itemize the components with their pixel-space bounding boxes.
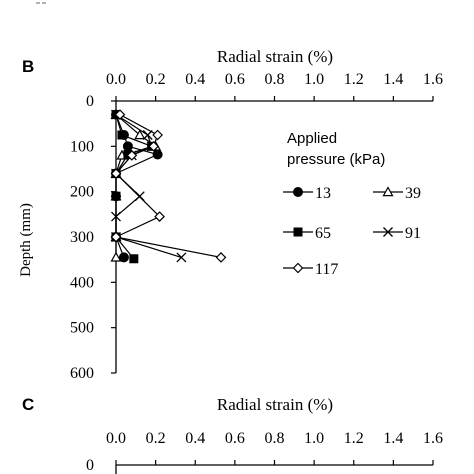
y-tick-label: 100 — [70, 138, 94, 155]
x-tick-label: 1.4 — [383, 430, 403, 447]
triangle-marker — [110, 251, 122, 262]
circle-marker — [293, 187, 303, 197]
diamond-marker — [148, 140, 159, 152]
circle-marker — [118, 252, 129, 263]
x-tick-label: 0.4 — [185, 430, 205, 447]
x-tick-label: 0.2 — [146, 430, 166, 447]
panel-c: C Radial strain (%) 0.0 0.2 0.4 0.6 0.8 1.0 1.… — [22, 395, 443, 474]
circle-marker — [122, 141, 133, 152]
diamond-marker — [152, 129, 163, 141]
legend-entry-91: 91 — [373, 225, 421, 242]
diamond-marker — [114, 109, 126, 120]
legend-label: 117 — [315, 261, 338, 278]
x-tick-label: 1.2 — [344, 430, 364, 447]
panel-b: B Radial strain (%) 0.0 0.2 0.4 0.6 0.8 1.0 1.… — [18, 47, 443, 382]
y-tick-label: 500 — [70, 320, 94, 337]
x-tick-label: 0.8 — [265, 430, 285, 447]
cross-marker — [383, 227, 393, 237]
square-marker — [117, 130, 127, 140]
x-axis-title-b: Radial strain (%) — [217, 47, 333, 66]
series-117 — [110, 109, 227, 263]
cross-marker — [111, 211, 121, 222]
y-tick-labels-b: 0 100 200 300 400 500 600 — [70, 93, 94, 382]
x-tick-label: 1.4 — [383, 71, 403, 88]
triangle-marker — [134, 129, 146, 140]
x-axis-title-c: Radial strain (%) — [217, 395, 333, 414]
diamond-marker — [215, 252, 227, 263]
axes-c — [115, 460, 434, 474]
x-tick-label: 0.6 — [225, 71, 245, 88]
x-tick-label: 0.4 — [185, 71, 205, 88]
x-tick-label: 0.0 — [106, 430, 126, 447]
x-tick-label: 0.6 — [225, 430, 245, 447]
cross-marker — [176, 252, 187, 263]
y-tick-labels-c: 0 — [86, 457, 94, 474]
legend-b: Applied pressure (kPa) 13 39 65 91 117 — [283, 130, 421, 278]
panel-label-b: B — [22, 57, 34, 76]
legend-label: 91 — [405, 225, 421, 242]
legend-label: 65 — [315, 225, 331, 242]
y-axis-title-b: Depth (mm) — [18, 203, 34, 277]
x-tick-label: 1.0 — [304, 71, 324, 88]
legend-entry-65: 65 — [283, 225, 331, 242]
diamond-marker — [292, 262, 304, 274]
cross-marker — [142, 130, 153, 140]
legend-title-line-1: Applied — [287, 130, 337, 147]
y-tick-label: 200 — [70, 184, 94, 201]
x-tick-label: 1.2 — [344, 71, 364, 88]
square-marker — [129, 254, 139, 264]
x-tick-label: 1.0 — [304, 430, 324, 447]
diamond-marker — [154, 211, 165, 222]
circle-marker — [152, 149, 163, 160]
diamond-marker — [126, 150, 138, 161]
x-tick-label: 1.6 — [423, 430, 443, 447]
y-tick-label: 300 — [70, 229, 94, 246]
series-line — [114, 114, 222, 258]
y-tick-label: 0 — [86, 457, 94, 474]
y-tick-label: 600 — [70, 365, 94, 382]
square-marker — [111, 191, 121, 201]
x-tick-label: 0.2 — [146, 71, 166, 88]
x-tick-labels-c: 0.0 0.2 0.4 0.6 0.8 1.0 1.2 1.4 1.6 — [106, 430, 443, 447]
legend-entry-13: 13 — [283, 185, 331, 202]
panel-label-c: C — [22, 395, 34, 414]
series-b — [110, 108, 227, 264]
x-tick-label: 0.8 — [265, 71, 285, 88]
triangle-marker — [382, 186, 394, 197]
x-tick-label: 0.0 — [106, 71, 126, 88]
y-tick-label: 0 — [86, 93, 94, 110]
legend-label: 13 — [315, 185, 331, 202]
legend-entry-39: 39 — [373, 185, 421, 202]
square-marker — [293, 227, 303, 237]
legend-entry-117: 117 — [283, 261, 338, 278]
x-tick-label: 1.6 — [423, 71, 443, 88]
x-tick-labels-b: 0.0 0.2 0.4 0.6 0.8 1.0 1.2 1.4 1.6 — [106, 71, 443, 88]
y-tick-label: 400 — [70, 274, 94, 291]
legend-label: 39 — [405, 185, 421, 202]
diamond-marker — [110, 168, 122, 179]
legend-title-line-2: pressure (kPa) — [287, 151, 385, 168]
diamond-marker — [110, 231, 122, 243]
